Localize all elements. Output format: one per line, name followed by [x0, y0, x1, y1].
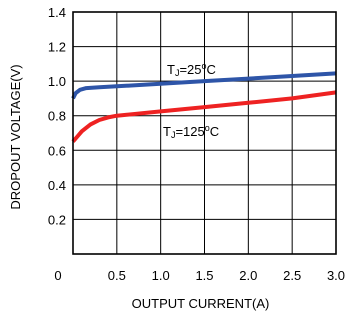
y-tick-label: 1.4 [48, 5, 66, 20]
series-line-tj-25 [71, 71, 337, 100]
y-tick-label: 0.8 [48, 109, 66, 124]
y-tick-label: 1.2 [48, 40, 66, 55]
x-tick-label: 1.5 [195, 268, 213, 283]
series-label-tj-125: TJ=125oC [163, 123, 219, 140]
grid [73, 12, 336, 254]
series-line-tj-125 [71, 90, 337, 143]
x-tick-label: 3.0 [327, 268, 345, 283]
y-tick-label: 0.6 [48, 143, 66, 158]
y-tick-label: 0.4 [48, 178, 66, 193]
y-tick-label: 1.0 [48, 74, 66, 89]
x-axis-title: OUTPUT CURRENT(A) [132, 296, 270, 311]
y-tick-labels: 0.2 0.4 0.6 0.8 1.0 1.2 1.4 [48, 5, 66, 227]
x-tick-label: 1.0 [152, 268, 170, 283]
series-label-tj-25: TJ=25oC [167, 61, 216, 78]
x-tick-labels: 0 0.5 1.0 1.5 2.0 2.5 3.0 [54, 268, 345, 283]
x-tick-label: 0.5 [108, 268, 126, 283]
series-layer [71, 71, 337, 143]
y-tick-label: 0.2 [48, 212, 66, 227]
x-tick-label: 2.5 [283, 268, 301, 283]
x-tick-label: 0 [54, 268, 61, 283]
x-tick-label: 2.0 [239, 268, 257, 283]
plot-frame [72, 11, 337, 255]
y-axis-title: DROPOUT VOLTAGE(V) [8, 64, 23, 209]
